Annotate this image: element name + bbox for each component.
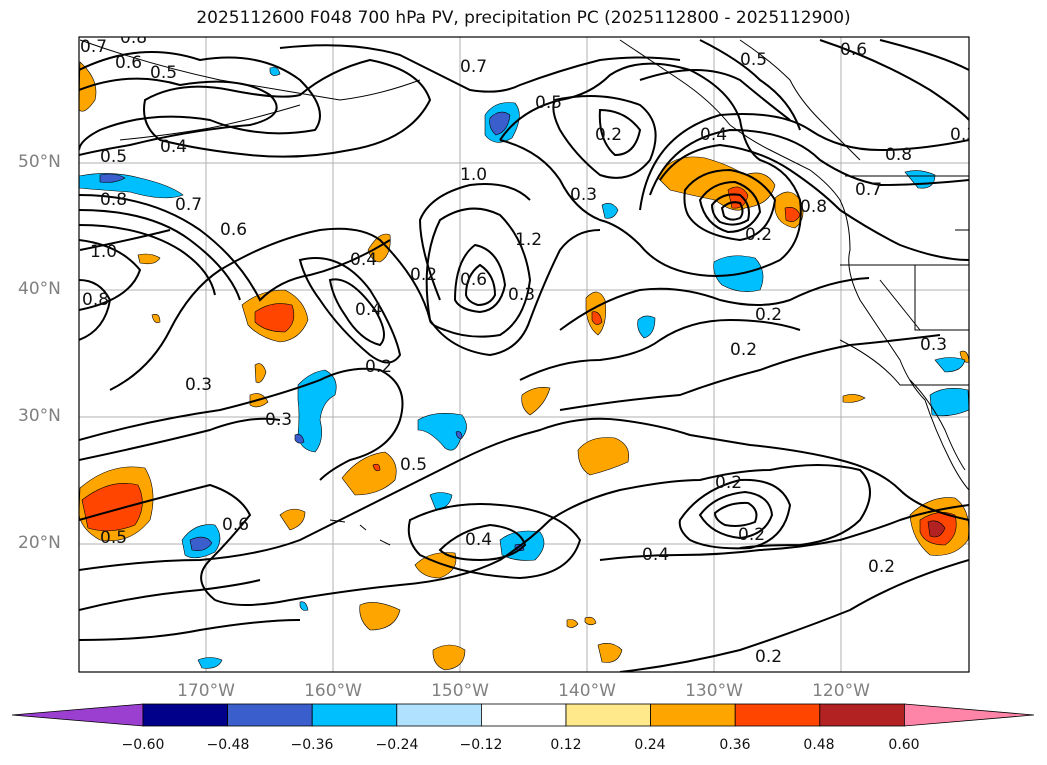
contour-label: 0.5 xyxy=(100,147,127,167)
contour-label: 0.6 xyxy=(115,53,142,73)
contour-label: 0.8 xyxy=(120,28,147,48)
contour-label: 0.6 xyxy=(460,270,487,290)
contour-label: 0.2 xyxy=(595,125,622,145)
lon-label-140w: 140°W xyxy=(558,681,616,701)
contour-label: 0.3 xyxy=(508,285,535,305)
contour-label: 0.2 xyxy=(755,305,782,325)
lon-label-150w: 150°W xyxy=(431,681,489,701)
colorbar-label: 0.36 xyxy=(719,737,751,753)
colorbar-segment xyxy=(311,703,398,727)
contour-label: 0.4 xyxy=(355,300,382,320)
contour-label: 0.2 xyxy=(755,647,782,667)
colorbar-segment xyxy=(650,703,736,727)
contour-label: 0.2 xyxy=(365,357,392,377)
map-frame xyxy=(79,37,969,672)
map-title: 2025112600 F048 700 hPa PV, precipitatio… xyxy=(196,8,851,28)
lon-label-160w: 160°W xyxy=(304,681,362,701)
colorbar xyxy=(11,703,1035,727)
contour-label: 0.2 xyxy=(410,265,437,285)
pv-contours xyxy=(79,39,969,672)
contour-label: 1.0 xyxy=(90,242,117,262)
contour-label: 0.7 xyxy=(80,37,107,57)
precipitation-shading xyxy=(79,61,969,671)
lat-label-30n: 30°N xyxy=(18,406,61,426)
colorbar-segment xyxy=(565,703,651,727)
contour-label: 0.8 xyxy=(800,197,827,217)
contour-label: 0.6 xyxy=(220,220,247,240)
lat-label-20n: 20°N xyxy=(18,533,61,553)
colorbar-label: −0.60 xyxy=(121,737,165,753)
contour-label: 0.5 xyxy=(150,63,177,83)
colorbar-label: 0.12 xyxy=(550,737,582,753)
lon-label-130w: 130°W xyxy=(685,681,743,701)
colorbar-segment xyxy=(227,703,313,727)
contour-label: 0.3 xyxy=(920,335,947,355)
contour-label: 0.4 xyxy=(160,137,187,157)
contour-label: 0.3 xyxy=(185,375,212,395)
contour-label: 0.8 xyxy=(100,190,127,210)
contour-label: 0.6 xyxy=(222,515,249,535)
colorbar-segment xyxy=(396,703,482,727)
contour-label: 1.0 xyxy=(460,165,487,185)
colorbar-segment xyxy=(11,703,144,727)
contour-labels: 0.7 0.8 0.6 0.5 0.4 0.5 0.8 0.7 0.6 1.0 … xyxy=(80,28,977,565)
colorbar-segment xyxy=(734,703,821,727)
contour-label: 0.8 xyxy=(82,290,109,310)
contour-label: 0.7 xyxy=(855,180,882,200)
contour-label: 0.5 xyxy=(100,528,127,548)
contour-label: 0.7 xyxy=(460,57,487,77)
contour-label: 1.2 xyxy=(515,230,542,250)
lon-label-170w: 170°W xyxy=(177,681,235,701)
colorbar-label: −0.12 xyxy=(459,737,503,753)
colorbar-label: −0.24 xyxy=(375,737,419,753)
contour-label: 0.5 xyxy=(535,93,562,113)
contour-label: 0.8 xyxy=(885,145,912,165)
colorbar-label: 0.24 xyxy=(634,737,666,753)
colorbar-segment xyxy=(142,703,228,727)
lat-label-50n: 50°N xyxy=(18,152,61,172)
contour-label: 0.5 xyxy=(740,50,767,70)
colorbar-label: 0.48 xyxy=(803,737,835,753)
contour-label: 0.3 xyxy=(265,410,292,430)
coastlines xyxy=(79,39,969,546)
contour-label: 0.4 xyxy=(465,530,492,550)
colorbar-segment xyxy=(480,703,567,727)
contour-label: 0.4 xyxy=(642,545,669,565)
colorbar-label: −0.48 xyxy=(206,737,250,753)
lon-label-120w: 120°W xyxy=(812,681,870,701)
contour-label: 0.2 xyxy=(745,225,772,245)
contour-label: 0.6 xyxy=(840,40,867,60)
contour-label: 0.2 xyxy=(715,473,742,493)
contour-label: 0.4 xyxy=(350,250,377,270)
lat-label-40n: 40°N xyxy=(18,279,61,299)
colorbar-label: 0.60 xyxy=(888,737,920,753)
contour-label: 0.3 xyxy=(950,125,977,145)
contour-label: 0.2 xyxy=(738,525,765,545)
contour-label: 0.5 xyxy=(400,455,427,475)
contour-label: 0.2 xyxy=(730,340,757,360)
contour-label: 0.3 xyxy=(570,185,597,205)
colorbar-segment xyxy=(819,703,905,727)
contour-labels-lower: 0.2 0.2 xyxy=(755,557,895,667)
contour-label: 0.4 xyxy=(700,125,727,145)
colorbar-segment xyxy=(904,703,1035,727)
contour-label: 0.2 xyxy=(868,557,895,577)
contour-label: 0.7 xyxy=(175,195,202,215)
colorbar-label: −0.36 xyxy=(290,737,334,753)
